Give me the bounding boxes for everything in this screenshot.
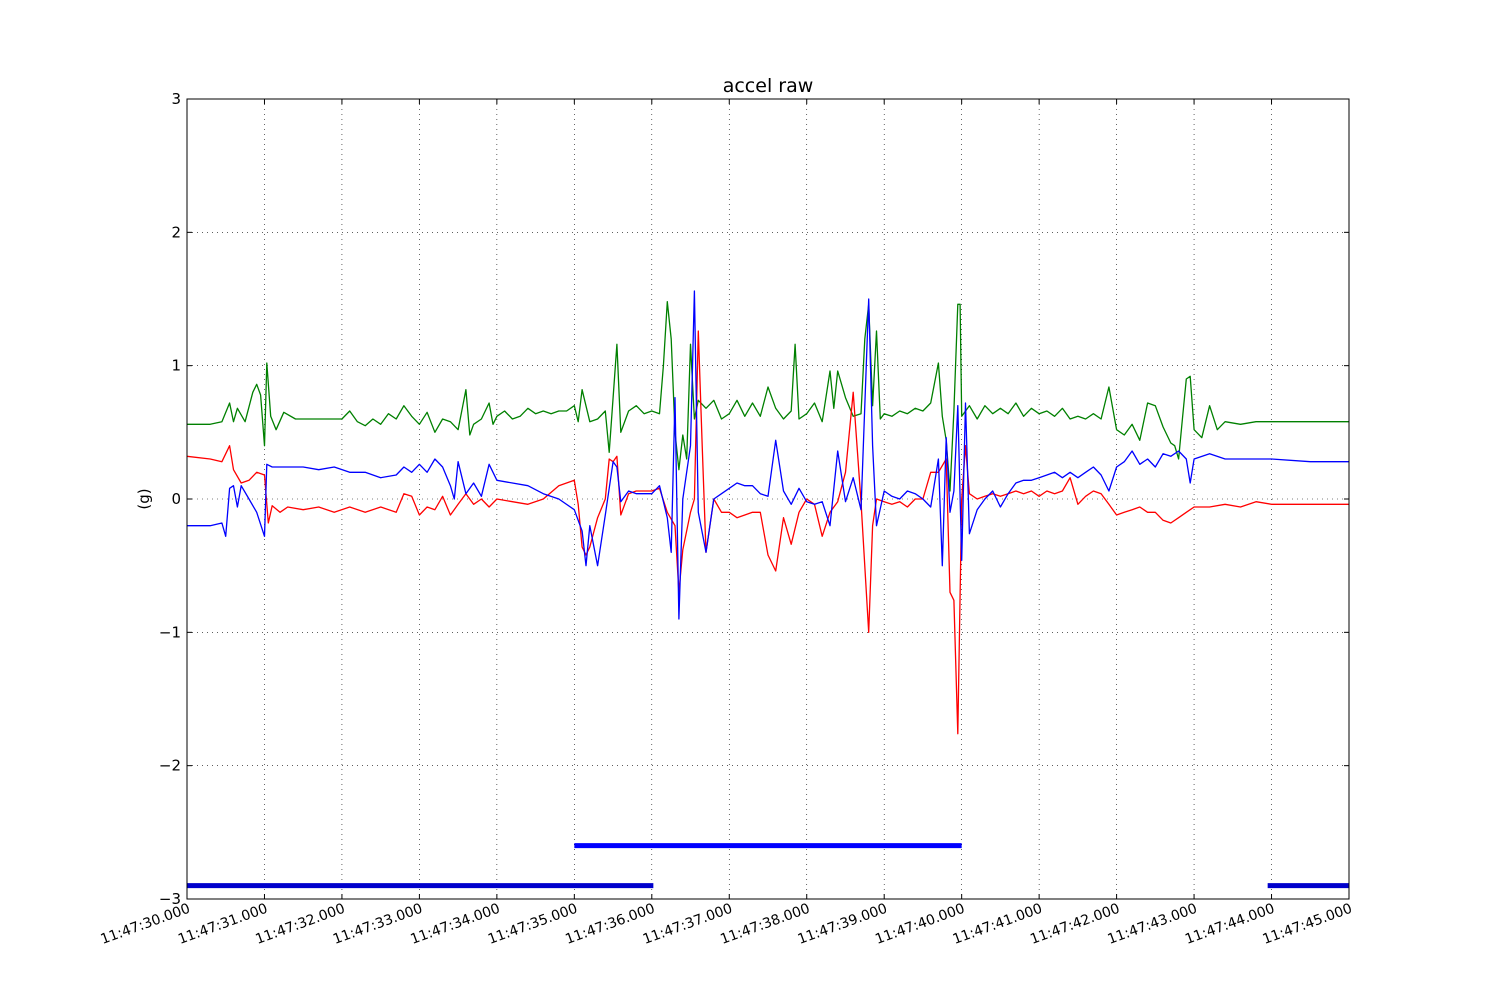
y-tick-label: 1 (171, 357, 181, 375)
chart-title: accel raw (723, 75, 814, 97)
y-tick-label: 2 (171, 223, 181, 241)
y-axis-ticks: 3 2 1 0 −1 −2 −3 (159, 90, 1349, 908)
segment-bars (187, 843, 1349, 889)
y-tick-label: 3 (171, 90, 181, 108)
series-line (187, 301, 1349, 492)
series-line (187, 290, 1349, 620)
y-axis-label: (g) (135, 488, 153, 509)
y-tick-label: −3 (159, 890, 181, 908)
y-tick-label: −1 (159, 623, 181, 641)
y-tick-label: −2 (159, 757, 181, 775)
data-series (186, 290, 1349, 735)
series-line (186, 330, 1349, 735)
y-tick-label: 0 (171, 490, 181, 508)
